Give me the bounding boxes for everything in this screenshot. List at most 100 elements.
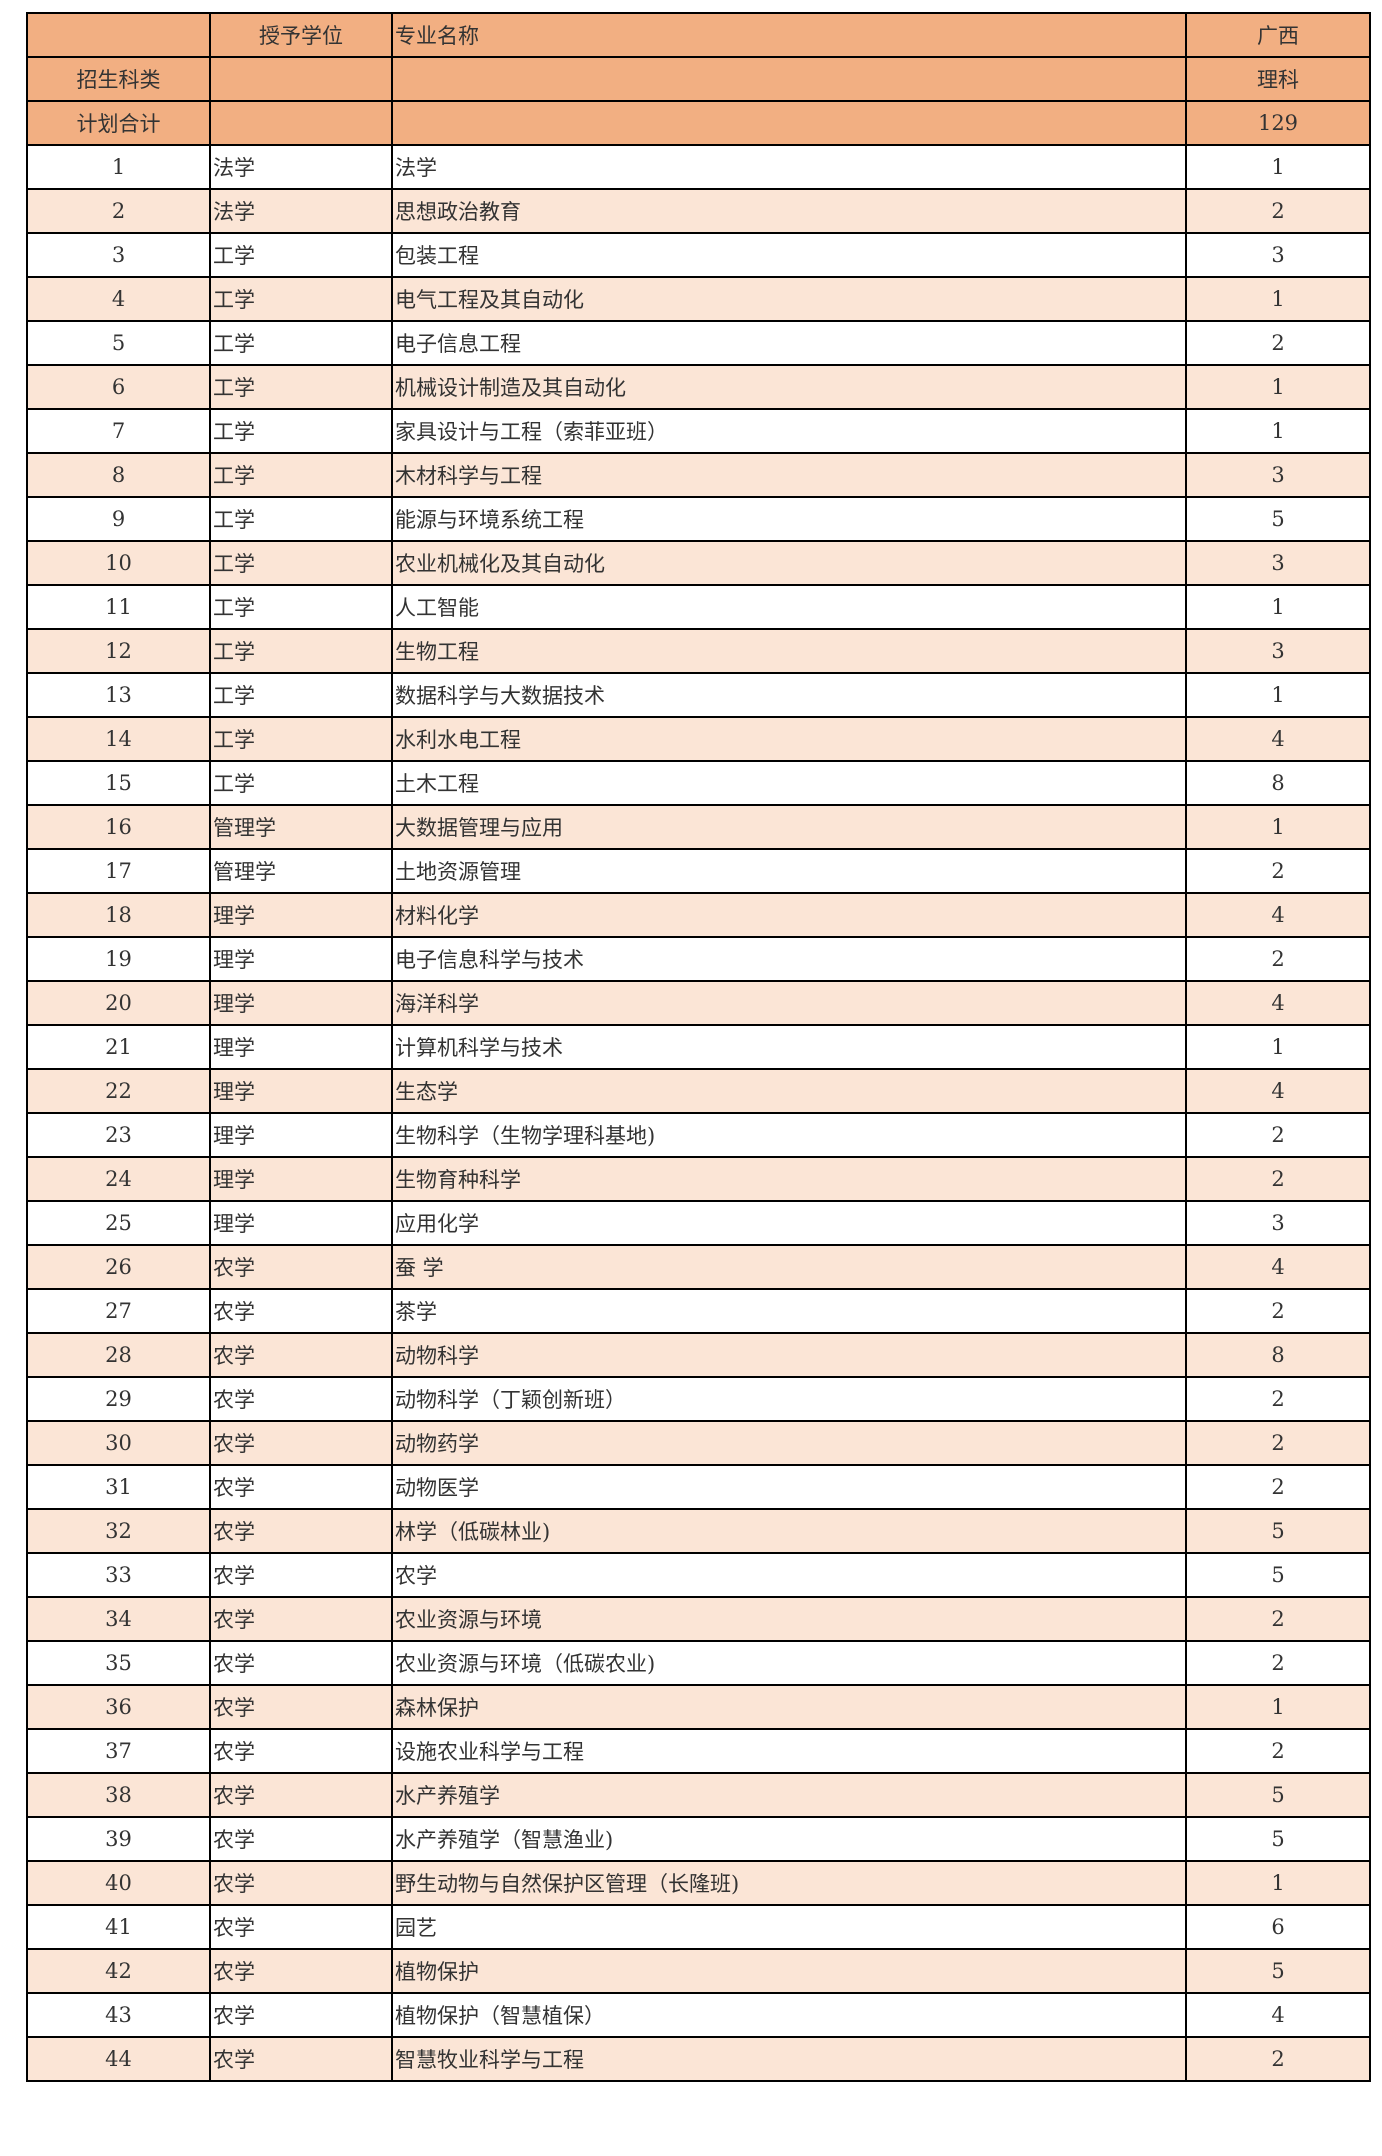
quota-cell: 2 xyxy=(1185,1640,1371,1686)
degree-cell: 工学 xyxy=(209,364,393,410)
header-cell xyxy=(209,100,393,146)
quota-cell: 1 xyxy=(1185,1024,1371,1070)
row-number: 21 xyxy=(26,1024,211,1070)
row-number: 27 xyxy=(26,1288,211,1334)
quota-cell: 3 xyxy=(1185,232,1371,278)
row-number: 26 xyxy=(26,1244,211,1290)
quota-cell: 4 xyxy=(1185,1992,1371,2038)
quota-cell: 2 xyxy=(1185,1420,1371,1466)
table-row: 17 管理学 土地资源管理 2 xyxy=(26,848,1371,894)
degree-cell: 农学 xyxy=(209,1772,393,1818)
quota-cell: 5 xyxy=(1185,1948,1371,1994)
degree-cell: 农学 xyxy=(209,1244,393,1290)
quota-cell: 6 xyxy=(1185,1904,1371,1950)
table-row: 4 工学 电气工程及其自动化 1 xyxy=(26,276,1371,322)
major-name-cell: 土木工程 xyxy=(391,760,1187,806)
quota-cell: 8 xyxy=(1185,760,1371,806)
degree-cell: 理学 xyxy=(209,936,393,982)
table-row: 22 理学 生态学 4 xyxy=(26,1068,1371,1114)
major-name-cell: 家具设计与工程（索菲亚班） xyxy=(391,408,1187,454)
table-row: 16 管理学 大数据管理与应用 1 xyxy=(26,804,1371,850)
major-name-cell: 水利水电工程 xyxy=(391,716,1187,762)
header-degree: 授予学位 xyxy=(209,12,393,58)
degree-cell: 工学 xyxy=(209,540,393,586)
quota-cell: 2 xyxy=(1185,2036,1371,2082)
major-name-cell: 能源与环境系统工程 xyxy=(391,496,1187,542)
degree-cell: 工学 xyxy=(209,408,393,454)
header-category-value: 理科 xyxy=(1185,56,1371,102)
row-number: 10 xyxy=(26,540,211,586)
row-number: 40 xyxy=(26,1860,211,1906)
major-name-cell: 机械设计制造及其自动化 xyxy=(391,364,1187,410)
table-row: 34 农学 农业资源与环境 2 xyxy=(26,1596,1371,1642)
table-row: 18 理学 材料化学 4 xyxy=(26,892,1371,938)
quota-cell: 5 xyxy=(1185,1816,1371,1862)
header-cell xyxy=(26,12,211,58)
row-number: 25 xyxy=(26,1200,211,1246)
table-row: 44 农学 智慧牧业科学与工程 2 xyxy=(26,2036,1371,2082)
table-row: 29 农学 动物科学（丁颖创新班） 2 xyxy=(26,1376,1371,1422)
quota-cell: 1 xyxy=(1185,1860,1371,1906)
row-number: 33 xyxy=(26,1552,211,1598)
row-number: 4 xyxy=(26,276,211,322)
quota-cell: 2 xyxy=(1185,1596,1371,1642)
major-name-cell: 动物医学 xyxy=(391,1464,1187,1510)
quota-cell: 1 xyxy=(1185,408,1371,454)
table-row: 37 农学 设施农业科学与工程 2 xyxy=(26,1728,1371,1774)
row-number: 30 xyxy=(26,1420,211,1466)
major-name-cell: 计算机科学与技术 xyxy=(391,1024,1187,1070)
header-total-value: 129 xyxy=(1185,100,1371,146)
major-name-cell: 森林保护 xyxy=(391,1684,1187,1730)
row-number: 37 xyxy=(26,1728,211,1774)
degree-cell: 农学 xyxy=(209,1552,393,1598)
row-number: 34 xyxy=(26,1596,211,1642)
quota-cell: 5 xyxy=(1185,1508,1371,1554)
major-name-cell: 人工智能 xyxy=(391,584,1187,630)
major-name-cell: 园艺 xyxy=(391,1904,1187,1950)
major-name-cell: 动物药学 xyxy=(391,1420,1187,1466)
quota-cell: 2 xyxy=(1185,1288,1371,1334)
degree-cell: 农学 xyxy=(209,1376,393,1422)
major-name-cell: 应用化学 xyxy=(391,1200,1187,1246)
quota-cell: 2 xyxy=(1185,320,1371,366)
major-name-cell: 农业机械化及其自动化 xyxy=(391,540,1187,586)
major-name-cell: 生物工程 xyxy=(391,628,1187,674)
major-name-cell: 蚕 学 xyxy=(391,1244,1187,1290)
degree-cell: 农学 xyxy=(209,1640,393,1686)
table-row: 43 农学 植物保护（智慧植保） 4 xyxy=(26,1992,1371,2038)
degree-cell: 工学 xyxy=(209,672,393,718)
row-number: 11 xyxy=(26,584,211,630)
row-number: 24 xyxy=(26,1156,211,1202)
major-name-cell: 生物育种科学 xyxy=(391,1156,1187,1202)
quota-cell: 1 xyxy=(1185,1684,1371,1730)
table-row: 35 农学 农业资源与环境（低碳农业) 2 xyxy=(26,1640,1371,1686)
quota-cell: 1 xyxy=(1185,584,1371,630)
table-row: 8 工学 木材科学与工程 3 xyxy=(26,452,1371,498)
major-name-cell: 植物保护（智慧植保） xyxy=(391,1992,1187,2038)
table-row: 28 农学 动物科学 8 xyxy=(26,1332,1371,1378)
row-number: 32 xyxy=(26,1508,211,1554)
degree-cell: 农学 xyxy=(209,1596,393,1642)
major-name-cell: 电子信息工程 xyxy=(391,320,1187,366)
header-major: 专业名称 xyxy=(391,12,1187,58)
row-number: 35 xyxy=(26,1640,211,1686)
row-number: 17 xyxy=(26,848,211,894)
major-name-cell: 材料化学 xyxy=(391,892,1187,938)
quota-cell: 4 xyxy=(1185,1244,1371,1290)
major-name-cell: 农学 xyxy=(391,1552,1187,1598)
table-row: 32 农学 林学（低碳林业) 5 xyxy=(26,1508,1371,1554)
degree-cell: 农学 xyxy=(209,1508,393,1554)
major-name-cell: 电子信息科学与技术 xyxy=(391,936,1187,982)
row-number: 7 xyxy=(26,408,211,454)
major-name-cell: 动物科学 xyxy=(391,1332,1187,1378)
major-name-cell: 智慧牧业科学与工程 xyxy=(391,2036,1187,2082)
row-number: 36 xyxy=(26,1684,211,1730)
quota-cell: 3 xyxy=(1185,540,1371,586)
quota-cell: 1 xyxy=(1185,364,1371,410)
degree-cell: 农学 xyxy=(209,1420,393,1466)
header-row-degree: 授予学位 专业名称 广西 xyxy=(26,12,1371,58)
major-name-cell: 水产养殖学 xyxy=(391,1772,1187,1818)
degree-cell: 农学 xyxy=(209,1684,393,1730)
table-row: 12 工学 生物工程 3 xyxy=(26,628,1371,674)
table-row: 38 农学 水产养殖学 5 xyxy=(26,1772,1371,1818)
